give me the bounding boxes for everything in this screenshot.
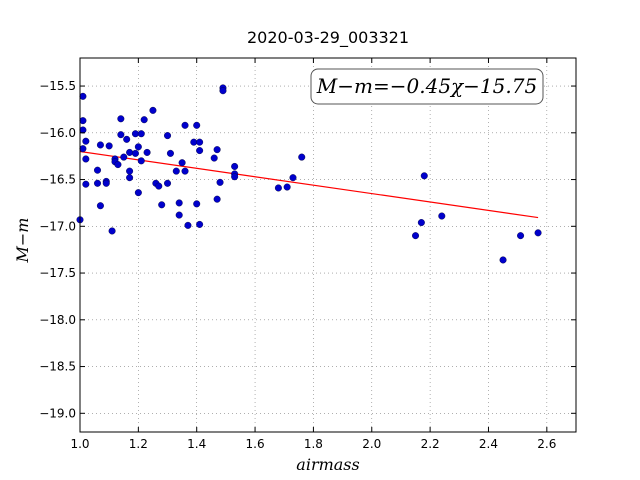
x-tick-label: 2.4 [479, 437, 498, 451]
data-point [131, 130, 139, 138]
x-tick-label: 2.0 [362, 437, 381, 451]
data-point [149, 106, 157, 114]
data-point [181, 121, 189, 129]
data-point [213, 195, 221, 203]
data-point [126, 167, 134, 175]
data-point [123, 135, 131, 143]
chart-title: 2020-03-29_003321 [247, 28, 409, 48]
data-point [231, 162, 239, 170]
data-point [131, 149, 139, 157]
data-point [283, 183, 291, 191]
data-point [289, 174, 297, 182]
data-point [175, 199, 183, 207]
data-point [105, 142, 113, 150]
fit-annotation-box: M−m=−0.45χ−15.75 [310, 68, 544, 105]
data-point [231, 173, 239, 181]
x-tick-label: 1.6 [246, 437, 265, 451]
y-tick-label: −16.5 [39, 173, 76, 187]
data-point [134, 143, 142, 151]
data-point [219, 87, 227, 95]
data-point [420, 172, 428, 180]
data-point [94, 179, 102, 187]
data-point [140, 116, 148, 124]
data-point [82, 137, 90, 145]
data-point [143, 148, 151, 156]
data-point [210, 154, 218, 162]
data-point [193, 121, 201, 129]
data-point [79, 92, 87, 100]
data-point [438, 212, 446, 220]
y-tick-label: −17.0 [39, 219, 76, 233]
data-point [117, 115, 125, 123]
data-point [534, 229, 542, 237]
x-tick-label: 1.8 [304, 437, 323, 451]
x-tick-label: 2.6 [537, 437, 556, 451]
plot-area-frame [79, 57, 577, 433]
data-point [79, 145, 87, 153]
data-point [196, 138, 204, 146]
data-point [102, 179, 110, 187]
x-tick-label: 1.4 [187, 437, 206, 451]
data-point [166, 149, 174, 157]
fit-line-group [79, 150, 539, 219]
data-point [94, 166, 102, 174]
data-point [155, 182, 163, 190]
fit-annotation: M−m=−0.45χ−15.75 [316, 74, 537, 98]
data-point [96, 141, 104, 149]
data-point [164, 179, 172, 187]
data-point [417, 219, 425, 227]
x-tick-label: 1.0 [70, 437, 89, 451]
data-point [96, 202, 104, 210]
data-point [274, 184, 282, 192]
data-point [137, 130, 145, 138]
data-point [517, 232, 525, 240]
data-point [298, 153, 306, 161]
data-point [82, 155, 90, 163]
data-point [499, 256, 507, 264]
x-tick-label: 2.2 [421, 437, 440, 451]
data-point [82, 180, 90, 188]
fit-line [79, 150, 539, 219]
data-point [196, 220, 204, 228]
data-point [216, 178, 224, 186]
y-axis-label: M−m [13, 218, 32, 264]
data-point [181, 167, 189, 175]
y-tick-label: −16.0 [39, 126, 76, 140]
y-tick-label: −18.5 [39, 360, 76, 374]
y-tick-label: −15.5 [39, 79, 76, 93]
data-point [164, 132, 172, 140]
y-tick-label: −17.5 [39, 266, 76, 280]
data-point [126, 174, 134, 182]
data-points [76, 84, 542, 264]
data-point [134, 189, 142, 197]
data-point [190, 138, 198, 146]
data-point [158, 201, 166, 209]
data-point [108, 227, 116, 235]
data-point [114, 161, 122, 169]
grid [79, 58, 576, 432]
data-point [137, 157, 145, 165]
y-tick-label: −18.0 [39, 313, 76, 327]
data-point [120, 153, 128, 161]
data-point [196, 147, 204, 155]
data-point [175, 211, 183, 219]
data-point [172, 167, 180, 175]
data-point [117, 131, 125, 139]
data-point [126, 148, 134, 156]
data-point [184, 221, 192, 229]
y-tick-label: −19.0 [39, 406, 76, 420]
axis-ticks: 1.0 1.2 1.4 1.6 1.8 2.0 2.2 2.4 2.6 −15.5 −16.0 −16… [39, 58, 576, 451]
data-point [412, 232, 420, 240]
data-point [79, 117, 87, 125]
data-point [193, 200, 201, 208]
x-tick-label: 1.2 [129, 437, 148, 451]
data-point [213, 146, 221, 154]
data-point [178, 159, 186, 167]
x-axis-label: airmass [296, 455, 359, 474]
